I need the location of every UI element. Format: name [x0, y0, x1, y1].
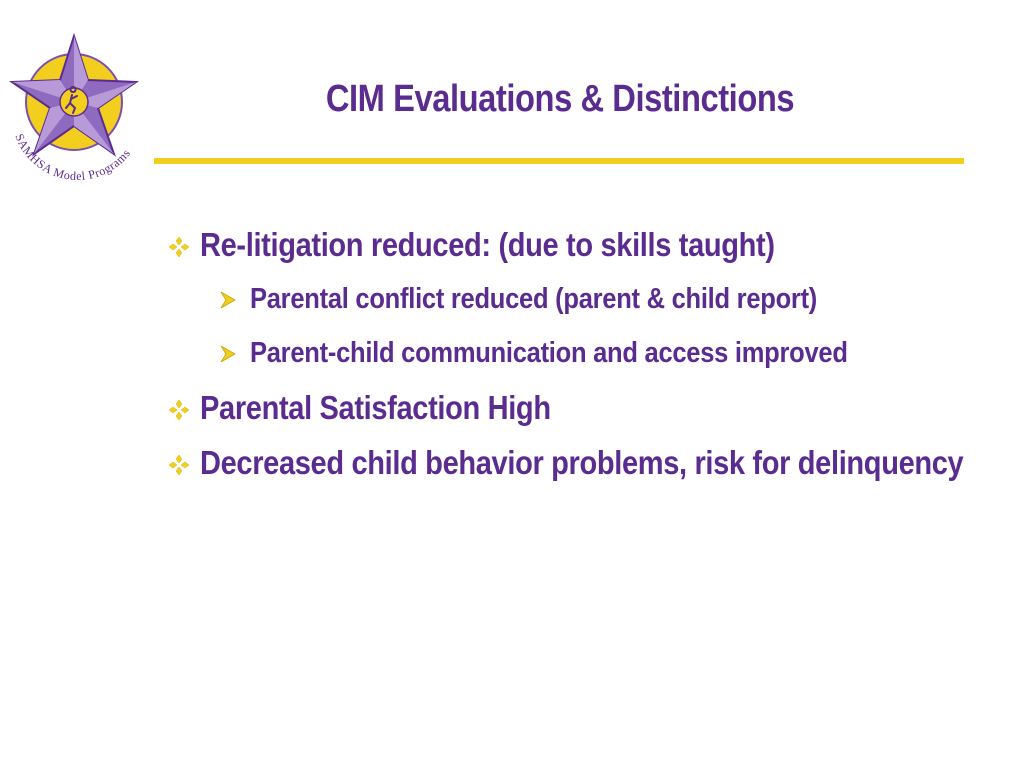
bullet-item: Decreased child behavior problems, risk …	[166, 440, 966, 485]
diamond-bullet-icon	[168, 454, 190, 476]
diamond-bullet-icon	[168, 236, 190, 258]
diamond-bullet-icon	[168, 399, 190, 421]
bullet-item: Parental Satisfaction High	[166, 385, 966, 430]
sub-bullet-item: Parent-child communication and access im…	[166, 331, 966, 375]
bullet-text: Parental Satisfaction High	[200, 389, 551, 426]
sub-bullet-text: Parent-child communication and access im…	[250, 337, 848, 369]
title-underline	[154, 158, 964, 164]
arrowhead-bullet-icon	[220, 291, 236, 309]
arrowhead-bullet-icon	[220, 345, 236, 363]
bullet-text: Decreased child behavior problems, risk …	[200, 444, 964, 481]
bullet-text: Re-litigation reduced: (due to skills ta…	[200, 226, 775, 263]
figure-icon	[65, 86, 78, 114]
bullet-list: Re-litigation reduced: (due to skills ta…	[166, 222, 966, 495]
bullet-item: Re-litigation reduced: (due to skills ta…	[166, 222, 966, 267]
sub-bullet-text: Parental conflict reduced (parent & chil…	[250, 283, 818, 315]
sub-bullet-item: Parental conflict reduced (parent & chil…	[166, 277, 966, 321]
slide-title: CIM Evaluations & Distinctions	[325, 78, 795, 120]
samhsa-logo: SAMHSA Model Programs	[8, 32, 140, 183]
